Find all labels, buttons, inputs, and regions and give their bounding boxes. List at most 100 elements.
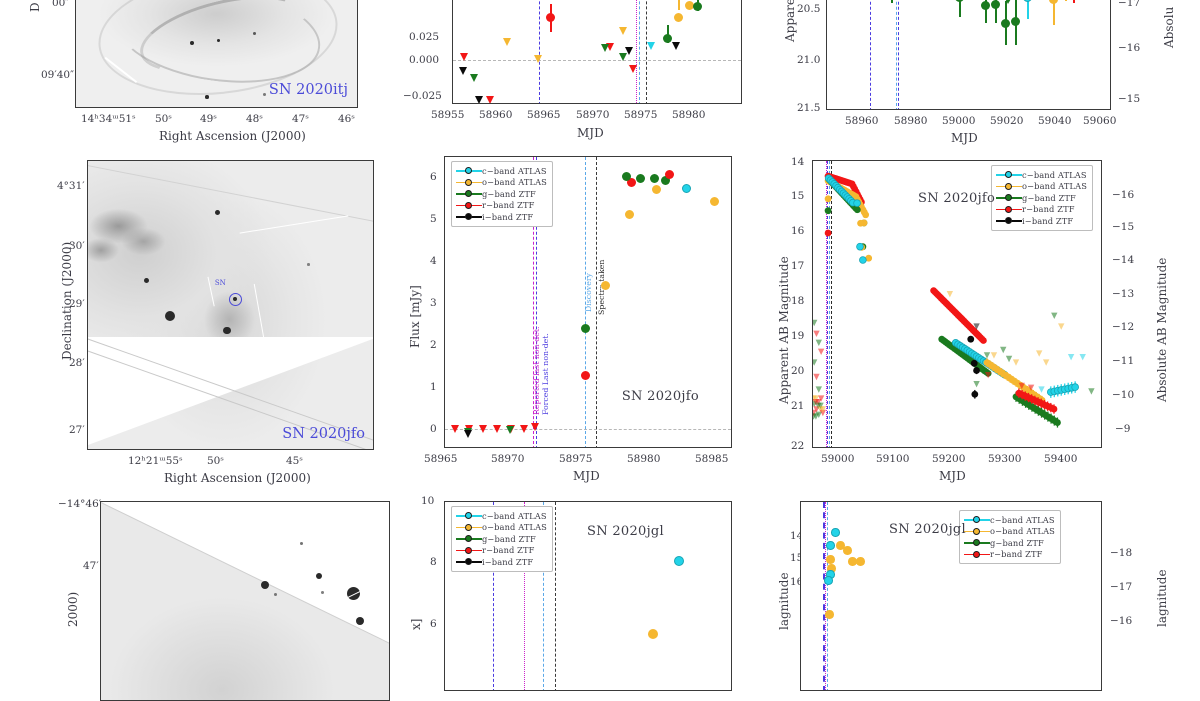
jfo-flux-sn-label: SN 2020jfo: [621, 389, 699, 404]
jfo-mag-rtick-0: −16: [1112, 189, 1135, 201]
upper-limit-r: [479, 425, 487, 433]
data-point-o: [836, 541, 845, 550]
upper-limit-i: [475, 96, 483, 103]
upper-limit-g: [601, 44, 609, 52]
itj-mag-discovery-line: [896, 0, 897, 109]
legend-marker-o: [456, 522, 482, 533]
upper-limit-marker: [1027, 384, 1035, 391]
field-star: [315, 573, 322, 580]
legend-marker-c: [964, 514, 990, 525]
data-point-o: [710, 197, 719, 206]
jfo-mag-xtick-3: 59300: [988, 453, 1022, 465]
data-point: [824, 229, 832, 237]
legend-row: o−band ATLAS: [964, 526, 1055, 538]
legend-row: o−band ATLAS: [996, 181, 1087, 193]
jfo-flux-xlabel: MJD: [573, 469, 600, 483]
upper-limit-marker: [1005, 355, 1013, 363]
jgl-mag-reported-nondet-line: [825, 502, 826, 690]
legend-marker-g: [996, 192, 1023, 203]
upper-limit-r: [493, 425, 501, 433]
upper-limit-marker: [983, 352, 991, 359]
legend-label: i−band ZTF: [482, 211, 534, 222]
itj-dec-axis-label: D: [28, 2, 42, 12]
legend-label: o−band ATLAS: [1022, 181, 1087, 192]
jfo-sn-point-source: [233, 297, 238, 302]
jgl-mag-ylabel-left: lagnitude: [777, 572, 791, 630]
jfo-flux-zero-line: [445, 429, 731, 430]
jfo-flux-ytick-3: 3: [430, 297, 437, 309]
itj-ra-tick-4: 47ˢ: [292, 113, 309, 125]
upper-limit-o: [619, 27, 627, 35]
jfo-mag-reported-nondet-line: [826, 161, 827, 447]
legend-label: r−band ZTF: [482, 545, 535, 556]
upper-limit-r: [486, 96, 494, 103]
data-point-g: [955, 0, 964, 2]
legend-label: c−band ATLAS: [990, 514, 1055, 525]
errorbar: [1053, 0, 1055, 25]
legend-marker-o: [456, 177, 482, 188]
jgl-flux-axes: c−band ATLAS o−band ATLAS g−band ZTF r−b…: [444, 501, 732, 691]
data-point-o: [652, 185, 661, 194]
upper-limit-marker: [813, 395, 820, 402]
errorbar: [959, 0, 961, 17]
jgl-dec-axis-label: 2000): [66, 591, 80, 627]
upper-limit-marker: [1079, 354, 1086, 361]
jfo-ra-tick-1: 50ˢ: [207, 455, 224, 467]
data-point-o: [1049, 0, 1058, 4]
itj-flux-xtick-2: 58965: [527, 109, 561, 121]
itj-mag-xtick-4: 59040: [1038, 115, 1072, 127]
jfo-ra-tick-2: 45ˢ: [286, 455, 303, 467]
legend-row: r−band ZTF: [996, 204, 1087, 216]
jfo-sn-position-marker: [229, 293, 243, 307]
jfo-mag-axes: c−band ATLAS o−band ATLAS g−band ZTF r−b…: [812, 160, 1102, 448]
field-star: [299, 541, 303, 545]
data-point-o: [685, 1, 694, 10]
legend-label: r−band ZTF: [482, 200, 535, 211]
data-point-g: [693, 2, 702, 11]
upper-limit-marker: [1038, 386, 1045, 393]
itj-mag-xtick-5: 59060: [1083, 115, 1117, 127]
upper-limit-marker: [1058, 323, 1065, 330]
jgl-mag-sn-label: SN 2020jgl: [889, 522, 967, 537]
field-star: [164, 310, 175, 321]
itj-mag-spectra-line: [898, 0, 899, 109]
data-point-o: [601, 281, 610, 290]
jfo-mag-ylabel-left: Apparent AB Magnitude: [777, 256, 791, 404]
upper-limit-marker: [815, 386, 822, 393]
legend-label: i−band ZTF: [482, 556, 534, 567]
jfo-forced-nondet-line: [536, 157, 537, 447]
jgl-flux-legend: c−band ATLAS o−band ATLAS g−band ZTF r−b…: [451, 506, 553, 572]
jfo-mag-ylabel-right: Absolute AB Magnitude: [1155, 257, 1169, 402]
legend-marker-i: [456, 556, 482, 567]
upper-limit-marker: [819, 406, 827, 413]
jfo-mag-ytick-7: 21: [791, 400, 805, 412]
itj-mag-rtick-2: −15: [1118, 93, 1141, 105]
itj-dec-tick-0: 00″: [52, 0, 70, 9]
upper-limit-marker: [1018, 382, 1025, 390]
itj-mag-ytick-0: 20.5: [797, 3, 821, 15]
jfo-discovery-line: [585, 157, 586, 447]
upper-limit-g: [619, 53, 627, 61]
data-point-g: [622, 172, 631, 181]
legend-marker-g: [456, 533, 482, 544]
jfo-mag-ytick-8: 22: [791, 440, 805, 452]
itj-mag-ylabel-left: Apparent A: [783, 0, 797, 42]
upper-limit-r: [451, 425, 459, 433]
itj-image-sn-label: SN 2020itj: [268, 82, 348, 98]
itj-ra-axis-label: Right Ascension (J2000): [159, 129, 306, 143]
data-point-r: [546, 13, 555, 22]
data-point: [824, 195, 832, 203]
errorbar: [1027, 0, 1029, 19]
jgl-mag-rtick-1: −17: [1110, 581, 1133, 593]
jfo-flux-xtick-2: 58975: [559, 453, 593, 465]
upper-limit-marker: [1000, 346, 1007, 354]
jfo-flux-ylabel: Flux [mJy]: [408, 285, 422, 348]
legend-marker-r: [964, 549, 990, 560]
jfo-flux-ytick-1: 5: [430, 213, 437, 225]
itj-flux-xtick-5: 58980: [672, 109, 706, 121]
itj-sky-image: SN 2020itj: [75, 0, 358, 108]
upper-limit-r: [606, 43, 614, 51]
legend-marker-c: [996, 169, 1023, 180]
jgl-spectra-line: [555, 502, 556, 690]
upper-limit-marker: [817, 395, 825, 402]
